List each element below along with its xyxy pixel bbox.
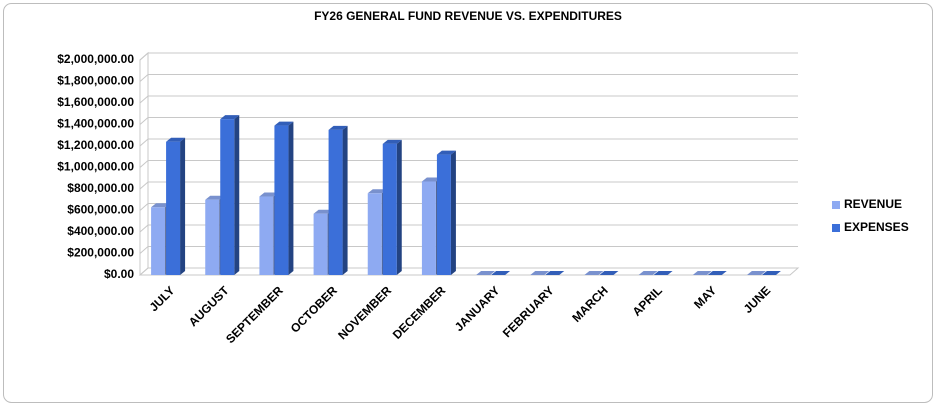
chart-title: FY26 GENERAL FUND REVENUE VS. EXPENDITUR… (314, 9, 622, 23)
bar-face (313, 213, 328, 275)
bar (274, 121, 294, 275)
bar-face (436, 154, 451, 275)
bar-face (450, 150, 456, 275)
bar-face (761, 271, 781, 275)
bar (545, 271, 565, 275)
grid-line (139, 181, 798, 190)
bar-face (530, 271, 550, 275)
bar-face (328, 125, 348, 130)
bar-face (180, 137, 186, 275)
bar (220, 115, 240, 275)
bar-face (584, 271, 604, 275)
bar-face (220, 119, 235, 275)
bar-face (151, 207, 166, 275)
bar (692, 271, 712, 275)
y-tick-label: $1,800,000.00 (57, 74, 134, 88)
bar-face (491, 271, 511, 275)
bar-face (205, 199, 220, 275)
bar (599, 271, 619, 275)
y-tick-label: $800,000.00 (67, 181, 134, 195)
bar (761, 271, 781, 275)
bar-face (545, 271, 565, 275)
bar (530, 271, 550, 275)
grid-line (139, 203, 798, 211)
bar (382, 139, 402, 275)
grid-line (139, 95, 798, 104)
bar (653, 271, 673, 275)
bar-face (274, 125, 289, 275)
bar (328, 125, 348, 275)
bar-face (234, 115, 240, 275)
grid-line (139, 52, 798, 61)
bar-face (421, 181, 436, 275)
grid-line (139, 160, 798, 168)
bar-face (692, 271, 712, 275)
bar-face (367, 189, 387, 194)
bar (476, 271, 496, 275)
bar-face (367, 193, 382, 275)
bar (707, 271, 727, 275)
bar-face (328, 129, 343, 275)
y-tick-label: $1,600,000.00 (57, 95, 134, 109)
y-tick-label: $1,400,000.00 (57, 117, 134, 131)
legend-label: REVENUE (844, 197, 902, 211)
legend-swatch (832, 224, 840, 232)
y-tick-label: $2,000,000.00 (57, 52, 134, 66)
bar-face (707, 271, 727, 275)
bar (166, 137, 186, 275)
grid-line (139, 138, 798, 147)
bar-face (205, 195, 225, 200)
bar-face (382, 139, 402, 144)
bar (746, 271, 766, 275)
y-tick-label: $400,000.00 (67, 224, 134, 238)
bar-face (599, 271, 619, 275)
y-tick-label: $1,000,000.00 (57, 160, 134, 174)
bar (584, 271, 604, 275)
grid-line (139, 74, 798, 82)
grid-line (139, 246, 798, 254)
legend-label: EXPENSES (844, 220, 909, 234)
grid-line (139, 117, 798, 125)
bar (638, 271, 658, 275)
y-tick-label: $600,000.00 (67, 203, 134, 217)
bar-face (653, 271, 673, 275)
bar-face (220, 115, 240, 120)
bar-face (313, 209, 333, 214)
y-tick-label: $200,000.00 (67, 246, 134, 260)
bar-face (288, 121, 294, 275)
bar-face (259, 192, 279, 197)
bar-face (746, 271, 766, 275)
bar-face (342, 125, 348, 275)
legend-swatch (832, 201, 840, 209)
bar-face (436, 150, 456, 155)
bar-face (166, 137, 186, 142)
bar-face (274, 121, 294, 126)
bar-face (638, 271, 658, 275)
y-tick-label: $0.00 (104, 267, 134, 281)
bar-face (421, 177, 441, 182)
bar-face (151, 203, 171, 208)
bar (491, 271, 511, 275)
bar-face (396, 139, 402, 275)
bar (436, 150, 456, 275)
y-tick-label: $1,200,000.00 (57, 138, 134, 152)
grid-line (139, 224, 798, 233)
bar-face (259, 196, 274, 275)
bar-face (476, 271, 496, 275)
grid-line (139, 267, 798, 276)
bar-face (166, 141, 181, 275)
bar-face (382, 143, 397, 275)
